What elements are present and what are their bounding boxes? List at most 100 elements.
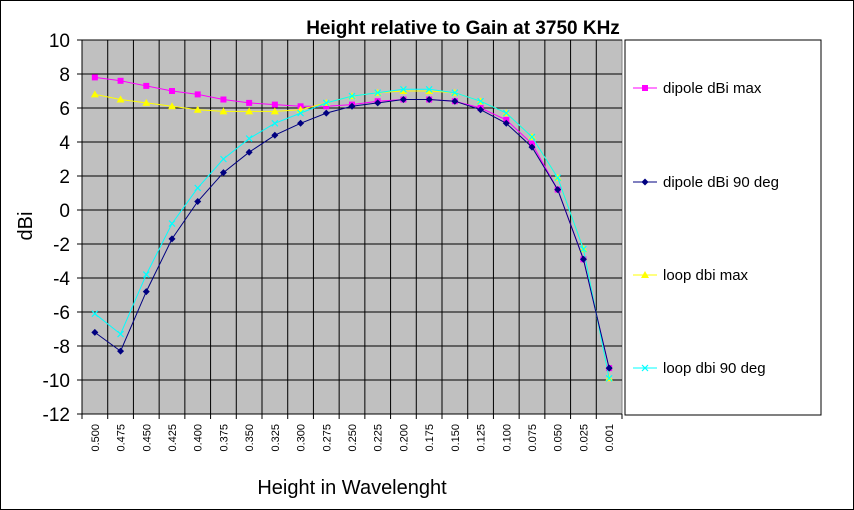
marker-stroke — [554, 174, 562, 182]
data-point-dipole-dbi-90-deg — [348, 102, 356, 110]
x-tick-label: 0.200 — [398, 424, 410, 452]
data-point-loop-dbi-max — [270, 107, 279, 115]
data-point-loop-dbi-90-deg — [220, 155, 227, 163]
y-axis-label: dBi — [15, 212, 37, 241]
data-point-dipole-dbi-90-deg — [271, 131, 279, 139]
legend-label: loop dbi max — [663, 267, 749, 284]
data-point-dipole-dbi-90-deg — [502, 119, 510, 127]
data-point-loop-dbi-90-deg — [605, 374, 613, 382]
data-point-loop-dbi-max — [425, 87, 434, 94]
data-point-loop-dbi-90-deg — [245, 135, 253, 143]
data-point-loop-dbi-90-deg — [297, 109, 304, 117]
data-point-dipole-dbi-max — [91, 74, 98, 81]
data-point-loop-dbi-max — [142, 98, 151, 106]
x-tick-label: 0.450 — [141, 424, 153, 452]
marker-stroke — [580, 245, 587, 253]
data-point-loop-dbi-90-deg — [374, 89, 382, 97]
data-point-dipole-dbi-90-deg — [322, 109, 330, 117]
legend-label: dipole dBi max — [663, 80, 762, 97]
data-point-loop-dbi-90-deg — [168, 220, 176, 228]
data-point-loop-dbi-max — [116, 95, 125, 103]
y-tick-label: -4 — [53, 269, 70, 290]
data-point-dipole-dbi-90-deg — [528, 143, 536, 151]
plot-area: 10 8 6 4 2 0 -2 -4 -6 -8 -10 -12 0.500 0.475 0.450 0.42… — [43, 31, 623, 452]
data-point-dipole-dbi-max — [271, 101, 278, 108]
marker-stroke — [477, 97, 484, 105]
data-point-dipole-dbi-max — [246, 99, 253, 106]
data-point-loop-dbi-90-deg — [528, 133, 536, 141]
data-point-loop-dbi-max — [90, 90, 99, 98]
legend-label: loop dbi 90 deg — [663, 360, 766, 377]
y-tick-label: -12 — [43, 405, 70, 426]
marker-stroke — [194, 184, 202, 192]
marker-stroke — [502, 109, 510, 117]
data-point-dipole-dbi-90-deg — [605, 364, 613, 372]
data-point-dipole-dbi-90-deg — [425, 96, 433, 103]
marker-stroke — [348, 92, 356, 100]
data-point-dipole-dbi-90-deg — [245, 148, 253, 156]
data-point-dipole-dbi-90-deg — [579, 255, 587, 263]
x-tick-label: 0.125 — [476, 424, 488, 452]
x-tick-label: 0.475 — [116, 424, 128, 452]
x-tick-label: 0.400 — [193, 424, 205, 452]
x-tick-label: 0.275 — [321, 424, 333, 452]
data-point-loop-dbi-90-deg — [502, 109, 510, 117]
data-point-dipole-dbi-max — [143, 82, 150, 89]
marker-stroke — [641, 364, 649, 372]
x-tick-label: 0.175 — [424, 424, 436, 452]
data-point-loop-dbi-max — [399, 87, 408, 94]
marker-stroke — [168, 220, 176, 228]
data-point-dipole-dbi-90-deg — [374, 99, 382, 107]
legend-label: dipole dBi 90 deg — [663, 174, 779, 191]
legend: dipole dBi max dipole dBi 90 deg loop dbi … — [624, 39, 822, 416]
y-tick-label: 2 — [59, 167, 70, 188]
y-tick-label: 10 — [49, 31, 70, 52]
data-point-dipole-dbi-90-deg — [142, 288, 150, 296]
marker-stroke — [605, 374, 613, 382]
data-point-loop-dbi-90-deg — [142, 271, 150, 279]
y-tick-label: 8 — [59, 65, 70, 86]
marker-stroke — [400, 85, 407, 93]
data-point-loop-dbi-90-deg — [477, 97, 484, 105]
data-point-dipole-dbi-90-deg — [477, 106, 485, 114]
data-point-dipole-dbi-max — [169, 88, 175, 94]
data-point-loop-dbi-90-deg — [580, 245, 587, 253]
data-point-loop-dbi-90-deg — [425, 85, 433, 93]
data-point-dipole-dbi-90-deg — [117, 347, 125, 355]
data-point-dipole-dbi-90-deg — [451, 97, 459, 105]
y-tick-label: -8 — [53, 337, 70, 358]
x-tick-label: 0.300 — [296, 424, 308, 452]
y-tick-label: -2 — [53, 235, 70, 256]
x-tick-label: 0.050 — [553, 424, 565, 452]
y-tick-label: 0 — [59, 201, 70, 222]
data-point-dipole-dbi-90-deg — [554, 186, 562, 194]
data-point-dipole-dbi-max — [220, 96, 227, 103]
marker-stroke — [322, 99, 330, 107]
data-point-dipole-dbi-90-deg — [399, 96, 407, 103]
data-point-dipole-dbi-90-deg — [91, 328, 99, 336]
x-tick-label: 0.500 — [90, 424, 102, 452]
y-tick-label: 6 — [59, 99, 70, 120]
marker-stroke — [220, 155, 227, 163]
data-point-dipole-dbi-90-deg — [194, 198, 202, 205]
data-point-loop-dbi-90-deg — [348, 92, 356, 100]
data-point-loop-dbi-90-deg — [554, 174, 562, 182]
marker-stroke — [297, 109, 304, 117]
data-point-dipole-dbi-max — [194, 91, 201, 98]
x-tick-label: 0.375 — [218, 424, 230, 452]
marker-stroke — [528, 133, 536, 141]
x-tick-label: 0.001 — [604, 424, 616, 452]
x-tick-label: 0.150 — [450, 424, 462, 452]
data-point-dipole-dbi-max — [117, 77, 124, 84]
data-point-dipole-dbi-max — [323, 103, 330, 110]
data-point-loop-dbi-max — [219, 107, 228, 115]
marker-stroke — [374, 89, 382, 97]
marker-stroke — [245, 135, 253, 143]
marker-stroke — [91, 310, 99, 318]
legend-marker-loop-dbi-90-deg — [641, 364, 649, 372]
data-point-loop-dbi-90-deg — [194, 184, 202, 192]
x-tick-label: 0.350 — [244, 424, 256, 452]
marker-stroke — [271, 119, 279, 127]
data-point-loop-dbi-90-deg — [400, 85, 407, 93]
